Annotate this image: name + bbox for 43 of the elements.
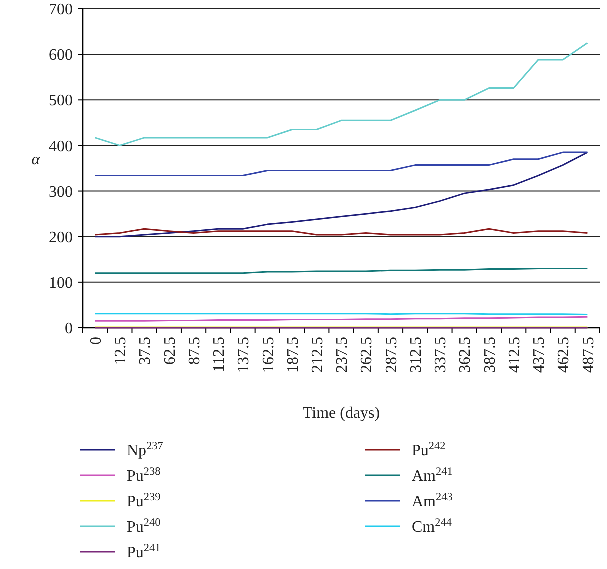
- y-tick-label: 100: [49, 275, 73, 292]
- x-axis-title: Time (days): [302, 405, 380, 422]
- y-tick-label: 500: [49, 92, 73, 110]
- line-series: [94, 152, 588, 238]
- x-tick-label: 362.5: [457, 337, 474, 373]
- x-tick-label: 112.5: [211, 337, 228, 372]
- x-tick-label: 287.5: [383, 337, 400, 373]
- x-tick-label: 12.5: [112, 337, 130, 365]
- y-tick-label: 0: [65, 320, 73, 338]
- x-tick-label: 237.5: [334, 337, 352, 373]
- x-tick-label: 337.5: [432, 337, 450, 373]
- y-tick-label: 600: [49, 47, 73, 64]
- x-tick-label: 412.5: [506, 337, 524, 373]
- x-tick-label: 62.5: [162, 337, 179, 365]
- x-tick-label: 0: [88, 337, 105, 345]
- legend-label: Am$^{243}$: [412, 492, 454, 511]
- x-tick-label: 187.5: [284, 337, 302, 373]
- legend-label: Am$^{241}$: [412, 466, 453, 486]
- x-tick-label: 437.5: [531, 337, 548, 373]
- x-tick-label: 312.5: [408, 337, 425, 373]
- x-tick-label: 162.5: [260, 337, 278, 373]
- x-tick-label: 487.5: [580, 337, 598, 373]
- x-tick-label: 87.5: [186, 337, 204, 365]
- y-tick-label: 700: [49, 2, 73, 19]
- legend-label: Pu$^{239}$: [127, 492, 162, 511]
- legend-label: Pu$^{240}$: [127, 517, 162, 536]
- x-tick-label: 462.5: [556, 337, 573, 373]
- y-tick-label: 300: [49, 184, 73, 201]
- legend-label: Pu$^{238}$: [127, 466, 162, 486]
- line-series: [94, 152, 588, 177]
- y-axis-title: α: [32, 152, 41, 168]
- x-tick-label: 37.5: [137, 337, 154, 365]
- legend-label: Np$^{237}$: [127, 440, 164, 460]
- y-tick-label: 400: [49, 138, 73, 156]
- legend-label: Pu$^{241}$: [127, 542, 161, 562]
- line-series: [94, 42, 588, 146]
- legend-label: Cm$^{244}$: [412, 517, 452, 536]
- y-tick-label: 200: [49, 229, 73, 246]
- x-tick-label: 262.5: [358, 337, 376, 373]
- x-tick-label: 212.5: [309, 337, 326, 373]
- x-tick-label: 387.5: [482, 337, 499, 373]
- legend-label: Pu$^{242}$: [412, 440, 446, 460]
- x-tick-label: 137.5: [236, 337, 253, 373]
